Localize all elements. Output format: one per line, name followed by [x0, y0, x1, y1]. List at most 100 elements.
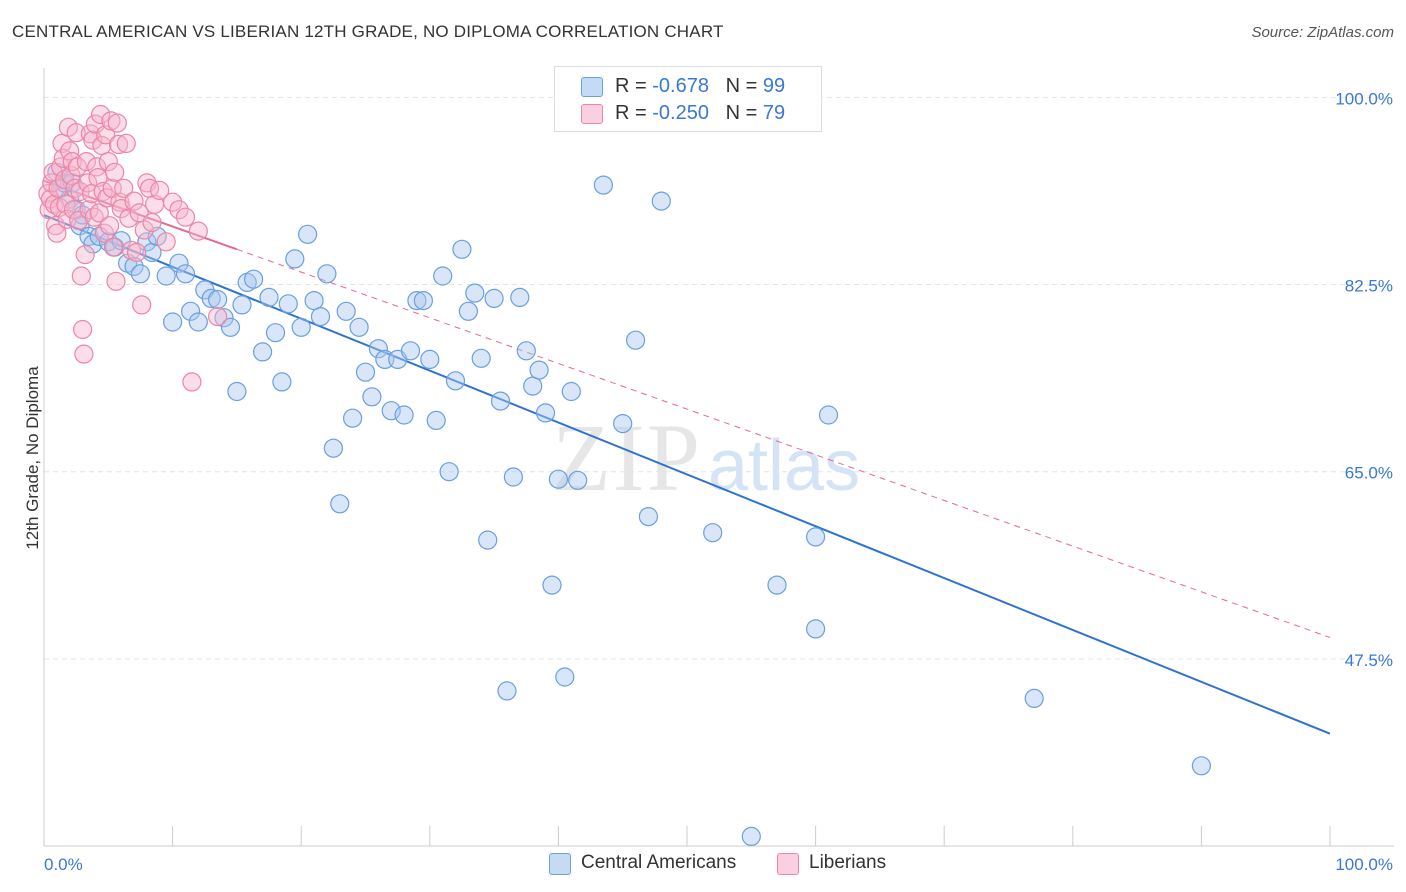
point-central-americans: [490, 391, 511, 411]
point-central-americans: [593, 175, 614, 195]
point-central-americans: [156, 266, 176, 286]
point-liberians: [103, 237, 124, 257]
point-central-americans: [529, 360, 549, 380]
point-central-americans: [439, 462, 459, 482]
point-liberians: [124, 191, 144, 211]
point-liberians: [62, 152, 82, 172]
data-points: [38, 85, 1212, 847]
point-liberians: [156, 232, 176, 252]
point-central-americans: [188, 312, 208, 332]
y-tick-label: 82.5%: [1345, 277, 1393, 296]
point-central-americans: [323, 438, 343, 458]
point-central-americans: [343, 408, 363, 428]
point-central-americans: [336, 301, 356, 321]
point-central-americans: [497, 681, 517, 701]
point-central-americans: [291, 317, 311, 337]
point-central-americans: [452, 239, 472, 259]
chart-title: CENTRAL AMERICAN VS LIBERIAN 12TH GRADE,…: [12, 22, 724, 41]
point-liberians: [90, 104, 111, 125]
bottom-legend-swatch-liberians: [777, 853, 799, 875]
point-central-americans: [465, 283, 485, 303]
legend-stats-central-americans: R = -0.678 N = 99: [615, 75, 786, 97]
point-central-americans: [272, 372, 292, 392]
axes: [43, 68, 1394, 847]
watermark-zip: ZIP: [552, 404, 702, 511]
point-central-americans: [220, 317, 241, 337]
point-liberians: [105, 162, 125, 182]
legend-stats-liberians: R = -0.250 N = 79: [615, 102, 786, 124]
point-liberians: [72, 319, 93, 340]
point-liberians: [47, 223, 67, 243]
bottom-legend-label-liberians: Liberians: [809, 852, 887, 873]
point-liberians: [45, 216, 66, 236]
point-central-americans: [767, 575, 787, 595]
point-liberians: [67, 157, 88, 177]
y-tick-label: 100.0%: [1335, 89, 1393, 108]
point-central-americans: [278, 294, 298, 314]
point-central-americans: [349, 317, 369, 337]
point-liberians: [44, 194, 64, 214]
tick-labels: 47.5% 65.0% 82.5% 100.0% 0.0% 100.0%: [44, 89, 1393, 874]
point-liberians: [132, 295, 152, 315]
point-central-americans: [818, 405, 839, 425]
point-central-americans: [407, 291, 427, 311]
point-central-americans: [478, 530, 498, 550]
bottom-legend-label-central-americans: Central Americans: [581, 852, 737, 873]
legend-swatch-liberians: [581, 104, 603, 124]
point-liberians: [99, 216, 120, 236]
point-central-americans: [703, 523, 723, 543]
point-liberians: [63, 200, 84, 220]
point-central-americans: [433, 266, 453, 286]
point-central-americans: [181, 301, 201, 321]
point-liberians: [106, 271, 126, 291]
point-liberians: [66, 123, 86, 143]
point-liberians: [114, 178, 134, 198]
point-liberians: [188, 221, 208, 241]
point-central-americans: [420, 349, 440, 369]
point-central-americans: [400, 341, 421, 361]
point-central-americans: [111, 231, 131, 251]
point-central-americans: [227, 381, 247, 402]
point-central-americans: [625, 330, 646, 350]
point-liberians: [134, 220, 154, 240]
point-central-americans: [638, 506, 659, 527]
gridlines: [44, 96, 1394, 660]
point-central-americans: [330, 494, 350, 514]
point-liberians: [89, 203, 109, 223]
point-liberians: [163, 192, 183, 212]
point-central-americans: [741, 826, 761, 847]
point-central-americans: [413, 291, 433, 311]
y-tick-label: 65.0%: [1345, 464, 1393, 483]
point-central-americans: [244, 269, 264, 289]
point-central-americans: [317, 264, 337, 284]
point-central-americans: [253, 342, 273, 362]
watermark: ZIP atlas: [552, 404, 860, 511]
point-central-americans: [201, 288, 221, 308]
point-central-americans: [304, 291, 324, 311]
legend-swatch-central-americans: [581, 77, 603, 97]
point-central-americans: [542, 575, 562, 595]
point-central-americans: [1024, 688, 1044, 709]
point-liberians: [74, 344, 94, 364]
point-liberians: [175, 207, 196, 227]
point-central-americans: [259, 287, 279, 307]
point-central-americans: [426, 410, 446, 430]
point-central-americans: [208, 289, 228, 310]
y-axis-label: 12th Grade, No Diploma: [23, 366, 42, 550]
point-central-americans: [130, 264, 150, 284]
point-central-americans: [163, 312, 183, 332]
point-central-americans: [613, 414, 633, 434]
point-liberians: [127, 242, 147, 263]
point-central-americans: [503, 467, 524, 487]
source-credit: Source: ZipAtlas.com: [1251, 24, 1394, 41]
point-central-americans: [394, 405, 414, 425]
point-liberians: [83, 130, 103, 150]
point-central-americans: [548, 469, 569, 489]
point-central-americans: [555, 667, 575, 687]
point-central-americans: [510, 287, 530, 307]
point-central-americans: [484, 288, 504, 308]
point-central-americans: [368, 339, 388, 359]
point-central-americans: [445, 371, 466, 391]
point-liberians: [142, 212, 162, 233]
